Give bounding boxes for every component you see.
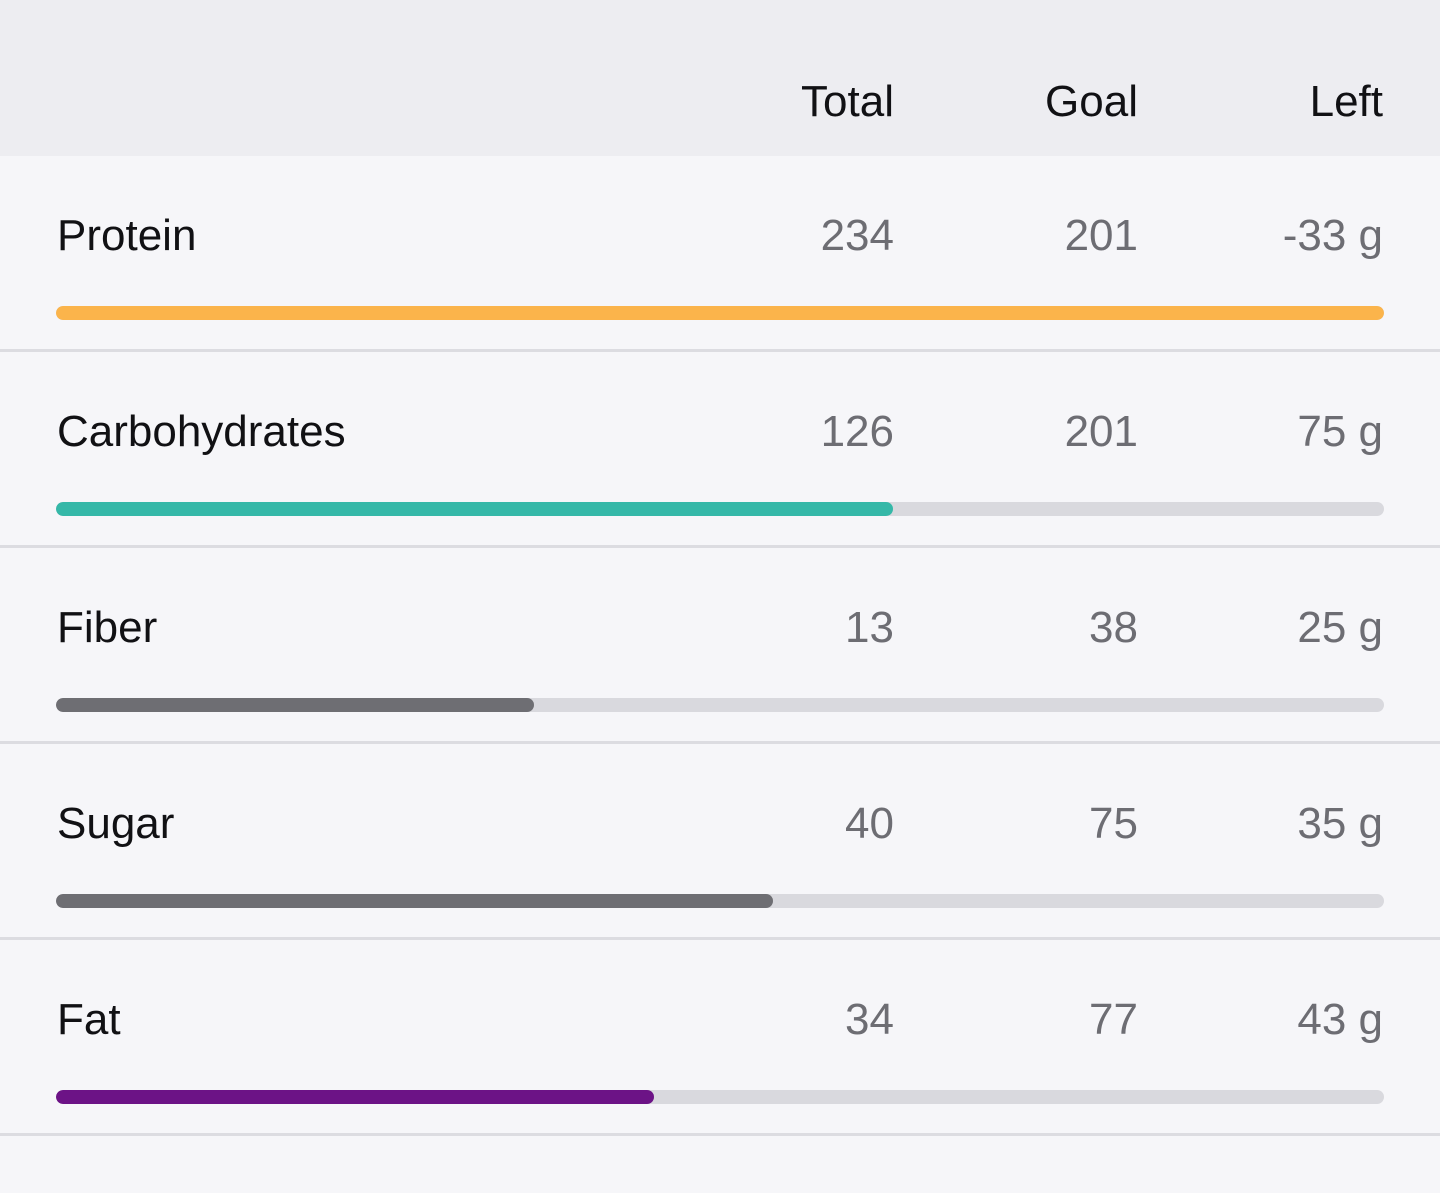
nutrient-left: 75 g <box>1297 407 1383 456</box>
progress-track <box>56 502 1384 516</box>
column-header-left: Left <box>1309 77 1383 126</box>
nutrient-left: -33 g <box>1282 211 1383 260</box>
nutrient-row-carbohydrates[interactable]: Carbohydrates 126 201 75 g <box>0 352 1440 548</box>
nutrient-goal: 201 <box>1064 407 1138 456</box>
progress-track <box>56 698 1384 712</box>
progress-fill <box>56 502 893 516</box>
column-header-total: Total <box>801 77 894 126</box>
nutrient-total: 34 <box>845 995 894 1044</box>
nutrient-name: Fiber <box>57 603 158 652</box>
nutrient-name: Carbohydrates <box>57 407 346 456</box>
nutrient-left: 25 g <box>1297 603 1383 652</box>
column-header-goal: Goal <box>1045 77 1138 126</box>
progress-track <box>56 1090 1384 1104</box>
nutrient-total: 13 <box>845 603 894 652</box>
nutrient-name: Fat <box>57 995 121 1044</box>
nutrient-total: 234 <box>820 211 894 260</box>
nutrient-goal: 201 <box>1064 211 1138 260</box>
nutrient-total: 126 <box>820 407 894 456</box>
nutrient-row-protein[interactable]: Protein 234 201 -33 g <box>0 156 1440 352</box>
nutrient-row-fiber[interactable]: Fiber 13 38 25 g <box>0 548 1440 744</box>
nutrient-name: Sugar <box>57 799 175 848</box>
table-header: Total Goal Left <box>0 0 1440 156</box>
nutrient-goal: 75 <box>1089 799 1138 848</box>
nutrient-left: 43 g <box>1297 995 1383 1044</box>
nutrient-row-fat[interactable]: Fat 34 77 43 g <box>0 940 1440 1136</box>
nutrient-total: 40 <box>845 799 894 848</box>
nutrient-goal: 38 <box>1089 603 1138 652</box>
progress-fill <box>56 698 535 712</box>
nutrient-row-sugar[interactable]: Sugar 40 75 35 g <box>0 744 1440 940</box>
progress-fill <box>56 894 774 908</box>
progress-track <box>56 894 1384 908</box>
progress-fill <box>56 1090 654 1104</box>
progress-fill <box>56 306 1384 320</box>
nutrient-left: 35 g <box>1297 799 1383 848</box>
nutrient-name: Protein <box>57 211 197 260</box>
progress-track <box>56 306 1384 320</box>
nutrient-goal: 77 <box>1089 995 1138 1044</box>
